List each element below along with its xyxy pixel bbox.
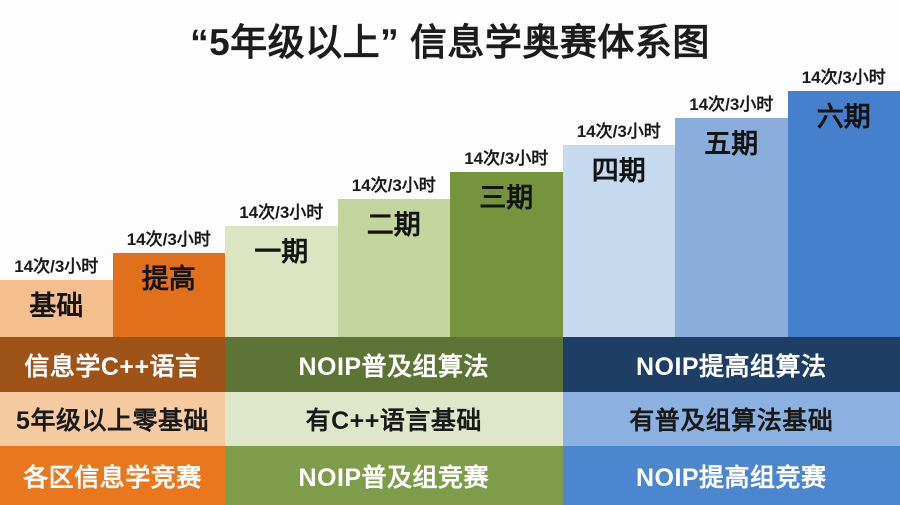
bar-phase-6: 14次/3小时 六期 [787, 68, 900, 337]
bar-session-label: 14次/3小时 [14, 257, 99, 276]
cell-course-noip-advanced-algorithm: NOIP提高组算法 [562, 337, 900, 392]
cell-prereq-cpp-basis: 有C++语言基础 [225, 392, 563, 446]
bar-stage-label: 三期 [479, 183, 534, 213]
cell-course-noip-popular-algorithm: NOIP普及组算法 [225, 337, 563, 392]
bar-session-label: 14次/3小时 [689, 95, 774, 114]
bar-stage-label: 基础 [29, 291, 84, 321]
bar-session-label: 14次/3小时 [464, 149, 549, 168]
page-title: “5年级以上” 信息学奥赛体系图 [190, 22, 710, 63]
bar-stage-label: 五期 [704, 129, 759, 159]
bar-phase-5: 14次/3小时 五期 [675, 95, 788, 337]
cell-competition-noip-popular: NOIP普及组竞赛 [225, 446, 563, 505]
bar-tigao: 14次/3小时 提高 [112, 230, 225, 337]
bar-jichu: 14次/3小时 基础 [0, 257, 113, 337]
track-matrix: 信息学C++语言 NOIP普及组算法 NOIP提高组算法 5年级以上零基础 有C… [0, 337, 900, 505]
bar-stage-label: 一期 [254, 237, 309, 267]
bar-session-label: 14次/3小时 [239, 203, 324, 222]
bar-stage-label: 提高 [141, 264, 196, 294]
cell-prereq-popular-algorithm-basis: 有普及组算法基础 [562, 392, 900, 446]
bar-phase-4: 14次/3小时 四期 [562, 122, 675, 337]
cell-competition-noip-advanced: NOIP提高组竞赛 [562, 446, 900, 505]
bar-phase-2: 14次/3小时 二期 [337, 176, 450, 337]
bar-stage-label: 二期 [366, 210, 421, 240]
bar-session-label: 14次/3小时 [126, 230, 211, 249]
cell-course-cpp: 信息学C++语言 [0, 337, 225, 392]
bar-session-label: 14次/3小时 [801, 68, 886, 87]
bar-stage-label: 四期 [591, 156, 646, 186]
bar-session-label: 14次/3小时 [351, 176, 436, 195]
cell-competition-district: 各区信息学竞赛 [0, 446, 225, 505]
cell-prereq-zero-basis: 5年级以上零基础 [0, 392, 225, 446]
bar-phase-1: 14次/3小时 一期 [225, 203, 338, 337]
bar-session-label: 14次/3小时 [576, 122, 661, 141]
bar-stage-label: 六期 [816, 102, 871, 132]
bar-phase-3: 14次/3小时 三期 [450, 149, 563, 337]
